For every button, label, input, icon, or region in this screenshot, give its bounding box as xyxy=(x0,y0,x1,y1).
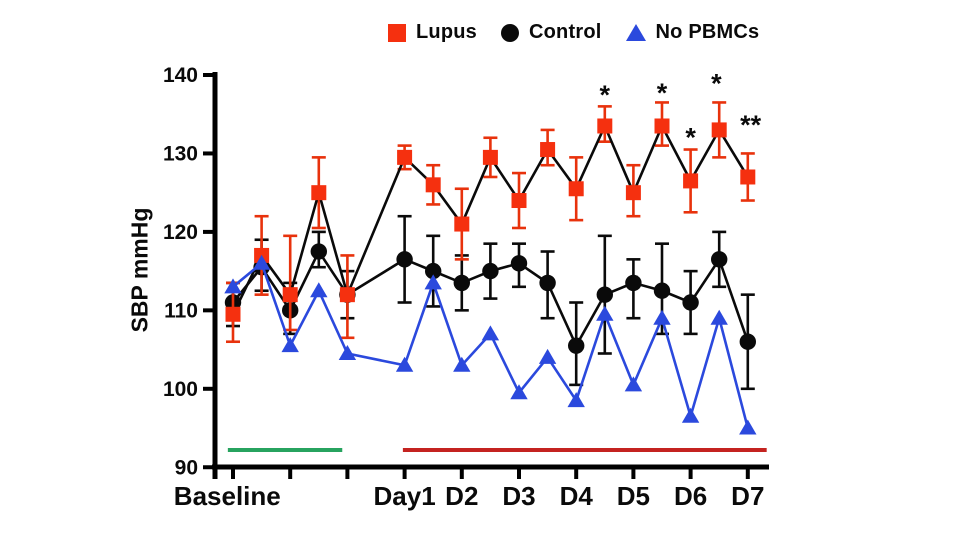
significance-annotations: * ***** xyxy=(600,68,762,152)
no-pbmcs-triangle-marker xyxy=(681,407,700,423)
control-circle-marker xyxy=(596,286,613,303)
significance-asterisk: * xyxy=(685,122,696,152)
x-tick-label: D2 xyxy=(445,481,478,511)
control-circle-marker xyxy=(482,262,499,280)
series-lupus-error-bars xyxy=(226,101,755,344)
lupus-square-marker xyxy=(540,142,556,158)
lupus-square-marker xyxy=(625,185,641,201)
significance-asterisk: * xyxy=(711,68,722,98)
series-lupus xyxy=(225,101,756,344)
no-pbmcs-triangle-marker xyxy=(739,419,757,435)
no-pbmcs-triangle-marker xyxy=(596,305,614,321)
legend-item-no-pbmcs: No PBMCs xyxy=(625,21,760,44)
y-tick-label: 130 xyxy=(163,142,198,165)
no-pbmcs-triangle-marker xyxy=(453,356,471,372)
lupus-square-marker xyxy=(740,169,756,185)
series-no-pbmcs-markers xyxy=(224,254,757,435)
lupus-square-marker xyxy=(282,287,298,303)
x-tick-label: D7 xyxy=(731,481,764,511)
control-circle-marker xyxy=(396,251,413,268)
lupus-square-marker xyxy=(568,181,584,197)
significance-asterisk: * xyxy=(657,78,668,108)
lupus-square-icon xyxy=(388,23,406,42)
y-tick-label: 90 xyxy=(175,456,198,479)
no-pbmcs-triangle-marker xyxy=(510,384,528,400)
x-tick-label: Baseline xyxy=(174,481,281,511)
no-pbmcs-triangle-marker xyxy=(710,309,728,325)
no-pbmcs-triangle-marker xyxy=(338,344,357,360)
lupus-square-marker xyxy=(511,193,527,209)
x-tick-label: D4 xyxy=(560,481,594,511)
no-pbmcs-triangle-marker xyxy=(252,254,271,270)
no-pbmcs-triangle-marker xyxy=(624,376,643,392)
legend-item-lupus: Lupus xyxy=(388,21,477,44)
control-circle-marker xyxy=(510,255,528,272)
axes xyxy=(212,72,769,479)
control-circle-marker xyxy=(711,251,728,268)
x-tick-label: D6 xyxy=(674,481,707,511)
control-circle-marker xyxy=(568,337,585,354)
no-pbmcs-triangle-marker xyxy=(281,337,299,353)
lupus-square-marker xyxy=(311,185,327,201)
control-circle-marker xyxy=(682,294,699,311)
lupus-square-marker xyxy=(711,122,727,138)
lupus-square-marker xyxy=(454,216,470,232)
legend-item-control: Control xyxy=(501,21,602,44)
lupus-square-marker xyxy=(597,118,613,134)
no-pbmcs-triangle-marker xyxy=(567,392,585,408)
no-pbmcs-triangle-icon xyxy=(625,24,646,41)
control-circle-marker xyxy=(625,274,642,292)
control-circle-marker xyxy=(453,274,470,292)
series-no-pbmcs-line xyxy=(232,261,750,429)
no-pbmcs-triangle-marker xyxy=(538,348,557,364)
legend: Lupus Control No PBMCs xyxy=(388,21,759,44)
series-lupus-markers xyxy=(225,118,756,322)
lupus-square-marker xyxy=(397,149,413,165)
y-axis-ticks: 90 100 110 120 130 140 xyxy=(163,64,215,479)
x-tick-label: D3 xyxy=(502,481,535,511)
x-axis-ticks: Baseline Day1 D2 D3 D4 D5 D6 D7 xyxy=(174,467,764,511)
legend-label-control: Control xyxy=(529,21,602,43)
significance-asterisk: ** xyxy=(740,110,762,140)
no-pbmcs-triangle-marker xyxy=(481,325,500,341)
no-pbmcs-triangle-marker xyxy=(424,274,442,290)
control-circle-marker xyxy=(653,282,671,299)
lupus-square-marker xyxy=(339,287,355,303)
no-pbmcs-triangle-marker xyxy=(224,278,242,294)
control-circle-marker xyxy=(739,333,756,350)
legend-label-no-pbmcs: No PBMCs xyxy=(655,21,760,43)
lupus-square-marker xyxy=(225,306,241,322)
control-circle-marker xyxy=(425,262,442,280)
no-pbmcs-triangle-marker xyxy=(395,356,414,372)
lupus-square-marker xyxy=(683,173,699,189)
y-tick-label: 100 xyxy=(163,378,198,401)
control-circle-marker xyxy=(539,274,556,292)
series-no-pbmcs xyxy=(224,254,757,435)
no-pbmcs-triangle-marker xyxy=(653,309,671,325)
lupus-square-marker xyxy=(482,149,498,165)
x-tick-label: Day1 xyxy=(374,481,436,511)
no-pbmcs-triangle-marker xyxy=(310,282,328,298)
significance-asterisk: * xyxy=(600,80,611,110)
x-tick-label: D5 xyxy=(617,481,650,511)
series-lupus-line xyxy=(231,122,749,315)
y-tick-label: 110 xyxy=(164,299,198,322)
y-tick-label: 140 xyxy=(163,64,198,87)
control-circle-marker xyxy=(310,243,327,260)
legend-label-lupus: Lupus xyxy=(416,21,477,43)
lupus-square-marker xyxy=(425,177,441,193)
lupus-square-marker xyxy=(654,118,670,134)
control-circle-icon xyxy=(501,23,519,42)
y-tick-label: 120 xyxy=(163,221,198,244)
